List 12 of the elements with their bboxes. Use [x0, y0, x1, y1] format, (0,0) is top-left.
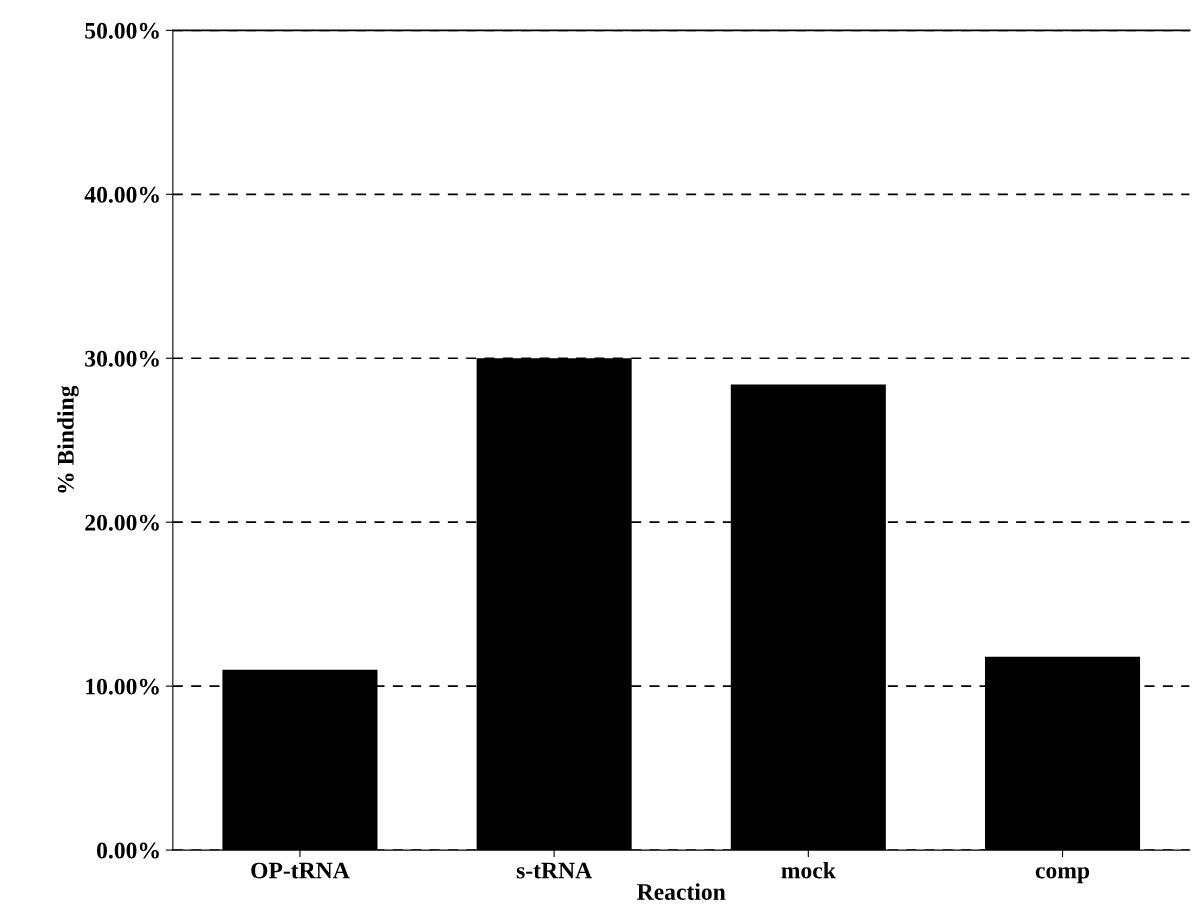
y-axis-title: % Binding — [57, 385, 79, 493]
x-tick-label: comp — [1035, 867, 1090, 884]
y-tick-label: 50.00% — [85, 22, 159, 39]
y-tick-label: 20.00% — [85, 514, 159, 531]
x-axis-title: Reaction — [637, 883, 726, 900]
y-tick-label: 40.00% — [84, 186, 159, 203]
y-tick-label: 0.00% — [97, 842, 159, 859]
x-tick-label: mock — [781, 861, 836, 879]
y-tick-label: 30.00% — [85, 350, 159, 367]
y-tick-label: 10.00% — [86, 678, 159, 695]
x-tick-label: OP-tRNA — [251, 862, 350, 879]
x-tick-label: s-tRNA — [516, 862, 592, 879]
